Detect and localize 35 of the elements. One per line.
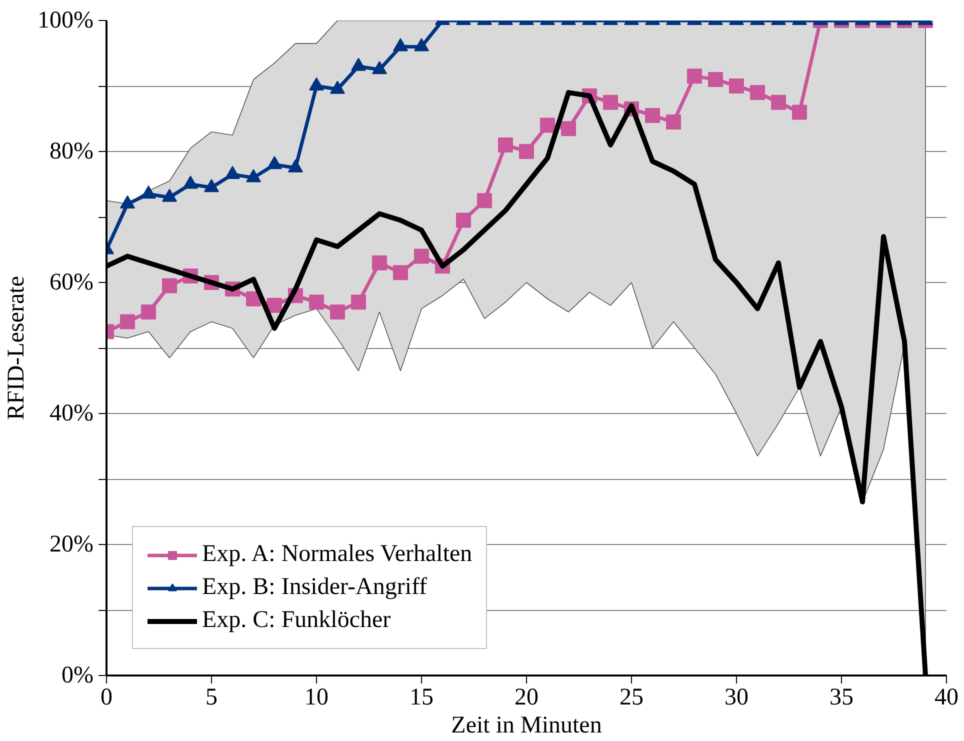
y-tick-label: 40% (50, 400, 94, 426)
point (267, 298, 282, 313)
point (372, 255, 387, 270)
point (141, 304, 156, 320)
point (330, 304, 345, 320)
legend-label: Exp. C: Funklöcher (202, 607, 391, 634)
y-tick-label: 0% (62, 662, 94, 688)
point (120, 314, 135, 330)
legend-label: Exp. B: Insider-Angriff (202, 574, 428, 601)
y-tick-label: 60% (50, 270, 94, 296)
x-tick-label: 40 (934, 684, 958, 710)
point (477, 193, 492, 208)
point (519, 144, 534, 159)
point (561, 121, 576, 136)
y-axis-title: RFID-Leserate (4, 276, 30, 420)
x-tick-label: 35 (830, 684, 854, 710)
point (309, 294, 324, 310)
point (456, 212, 471, 228)
point (393, 265, 408, 280)
point (414, 248, 429, 264)
x-tick-label: 0 (100, 684, 112, 710)
y-tick-label: 20% (50, 532, 94, 558)
point (666, 114, 681, 130)
x-tick-label: 30 (724, 684, 748, 710)
legend-label: Exp. A: Normales Verhalten (202, 541, 472, 568)
x-tick-label: 5 (206, 684, 218, 710)
x-tick-label: 25 (620, 684, 644, 710)
x-tick-label: 20 (514, 684, 538, 710)
x-tick-label: 15 (410, 684, 434, 710)
y-tick-label: 80% (50, 138, 94, 164)
x-tick-label: 10 (304, 684, 328, 710)
x-axis-title: Zeit in Minuten (451, 712, 602, 738)
y-tick-label: 100% (38, 8, 94, 34)
point (351, 294, 366, 310)
point (162, 278, 177, 294)
